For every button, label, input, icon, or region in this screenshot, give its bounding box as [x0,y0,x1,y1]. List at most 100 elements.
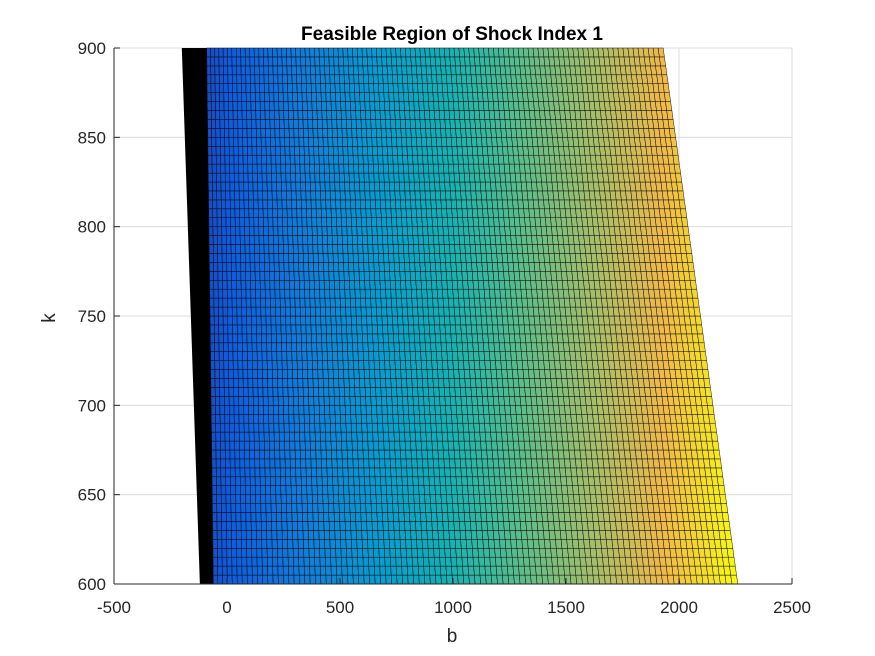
surface-cell [224,119,230,129]
surface-cell [271,333,277,344]
surface-cell [279,128,285,138]
surface-cell [523,556,531,567]
surface-cell [210,405,216,415]
surface-cell [298,262,305,272]
surface-cell [373,449,380,460]
surface-cell [321,351,328,361]
surface-cell [402,163,409,174]
surface-cell [239,458,246,469]
surface-cell [249,467,256,478]
surface-cell [356,226,363,236]
surface-cell [334,172,340,183]
surface-cell [394,181,401,192]
surface-cell [416,458,424,469]
surface-cell [307,128,314,138]
surface-cell [315,306,321,317]
surface-cell [472,476,479,486]
surface-cell [430,351,438,361]
surface-cell [503,396,511,406]
surface-cell [208,199,213,210]
surface-cell [250,306,257,317]
surface-cell [362,333,369,344]
surface-cell [230,467,236,478]
surface-cell [497,521,505,531]
surface-cell [255,503,262,513]
surface-cell [345,539,352,549]
surface-cell [424,119,431,129]
surface-cell [319,172,326,183]
surface-cell [270,485,277,495]
surface-cell [469,369,476,379]
surface-cell [368,172,375,183]
surface-cell [396,226,403,236]
surface-cell [258,244,265,254]
surface-cell [373,458,381,469]
surface-cell [484,360,492,370]
surface-cell [415,280,422,290]
surface-cell [279,458,286,469]
surface-cell [228,137,234,147]
surface-cell [502,574,510,585]
surface-cell [307,235,314,245]
surface-cell [218,360,225,370]
surface-cell [322,253,329,263]
surface-cell [213,262,219,272]
surface-cell [332,244,339,254]
surface-cell [357,565,365,576]
surface-cell [344,288,351,299]
surface-cell [309,163,316,174]
surface-cell [347,244,354,254]
surface-cell [357,440,364,451]
surface-cell [212,521,218,531]
surface-cell [432,369,439,379]
surface-cell [260,521,267,531]
surface-cell [375,485,382,495]
surface-cell [414,271,422,281]
surface-cell [502,378,509,388]
surface-cell [390,199,397,210]
surface-cell [334,530,341,540]
surface-cell [402,396,409,406]
surface-cell [359,280,366,290]
surface-cell [400,208,407,218]
surface-cell [448,306,456,317]
surface-cell [374,369,381,379]
surface-cell [276,351,283,361]
surface-cell [519,280,527,290]
surface-cell [349,503,356,513]
surface-cell [440,494,448,504]
surface-cell [280,163,287,174]
surface-cell [433,244,440,254]
surface-cell [463,172,471,183]
surface-cell [291,208,298,218]
surface-cell [276,333,282,344]
surface-cell [423,476,430,486]
surface-cell [340,110,347,120]
surface-cell [451,342,458,352]
surface-cell [299,280,305,290]
surface-cell [418,574,426,585]
surface-cell [216,530,223,540]
surface-cell [367,440,374,451]
surface-cell [512,315,520,326]
surface-cell [414,262,421,272]
surface-cell [464,306,471,317]
surface-cell [234,190,240,201]
surface-cell [264,449,271,460]
surface-cell [416,378,424,388]
surface-cell [339,297,346,308]
surface-cell [708,414,716,424]
surface-cell [376,315,383,326]
surface-cell [313,280,320,290]
surface-cell [255,119,262,129]
surface-cell [343,262,350,272]
surface-cell [318,396,325,406]
surface-cell [351,431,358,442]
surface-cell [302,253,309,263]
surface-cell [246,110,252,120]
surface-cell [724,530,732,540]
surface-cell [348,378,355,388]
surface-cell [428,172,435,183]
surface-cell [221,244,227,254]
surface-cell [439,190,447,201]
